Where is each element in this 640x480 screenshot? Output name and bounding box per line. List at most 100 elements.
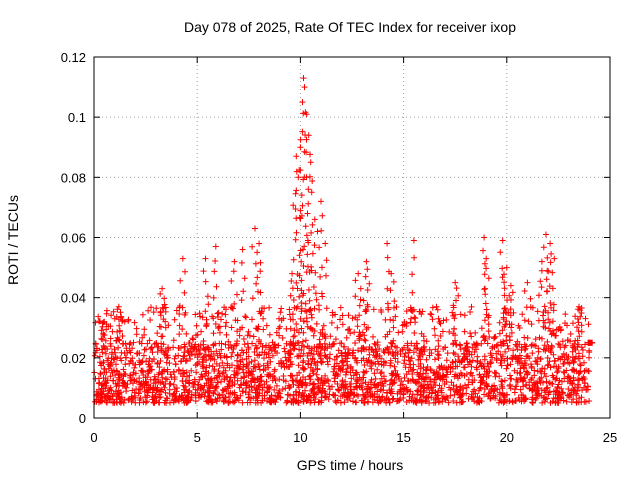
data-point <box>339 377 346 384</box>
data-point <box>161 399 168 406</box>
data-point <box>423 356 430 363</box>
data-point <box>517 375 524 382</box>
data-point <box>544 395 550 402</box>
data-point <box>143 394 150 401</box>
data-point <box>453 285 460 292</box>
data-point <box>213 283 220 290</box>
y-tick-label: 0.1 <box>68 110 86 125</box>
data-point <box>356 329 363 336</box>
data-point <box>244 332 251 339</box>
data-point <box>146 337 153 344</box>
data-point <box>304 251 311 258</box>
data-point <box>332 336 339 343</box>
data-point <box>431 325 438 332</box>
data-point <box>148 304 154 311</box>
data-point <box>385 306 392 313</box>
data-point <box>337 393 344 400</box>
data-point <box>115 344 122 351</box>
data-point <box>340 389 347 396</box>
data-point <box>127 340 134 347</box>
data-point <box>104 357 111 364</box>
data-point <box>392 367 399 374</box>
data-point <box>526 385 533 391</box>
data-point <box>318 227 325 234</box>
data-point <box>306 393 313 400</box>
data-point <box>163 395 170 401</box>
data-point <box>581 359 587 366</box>
data-point <box>463 344 470 351</box>
data-point <box>478 340 485 347</box>
data-point <box>559 378 565 385</box>
data-point <box>108 355 115 362</box>
data-point <box>342 371 349 378</box>
data-point <box>307 307 314 314</box>
data-point <box>103 398 110 405</box>
data-point <box>250 333 257 340</box>
data-point <box>273 329 280 336</box>
data-point <box>240 369 247 376</box>
data-point <box>435 352 442 359</box>
data-point <box>93 347 100 354</box>
data-point <box>470 394 477 401</box>
data-point <box>288 399 295 406</box>
data-point <box>303 149 310 156</box>
data-point <box>308 388 315 395</box>
data-point <box>378 386 385 393</box>
data-point <box>586 339 593 346</box>
data-point <box>440 393 447 400</box>
data-point <box>310 332 317 339</box>
data-point <box>493 355 500 362</box>
data-point <box>563 398 570 405</box>
data-point <box>337 304 344 311</box>
data-point <box>531 379 537 386</box>
data-point <box>110 377 116 384</box>
data-point <box>568 399 575 406</box>
data-point <box>182 309 189 316</box>
data-point <box>126 347 133 354</box>
data-point <box>292 190 299 197</box>
data-point <box>245 353 252 360</box>
data-point <box>413 340 420 347</box>
data-point <box>576 333 583 340</box>
data-point <box>477 384 484 391</box>
data-point <box>171 390 178 397</box>
data-point <box>199 391 205 398</box>
data-point <box>562 342 569 349</box>
data-point <box>574 324 580 331</box>
data-point <box>529 341 536 348</box>
data-point <box>404 342 411 349</box>
data-point <box>200 338 207 344</box>
data-point <box>112 380 119 387</box>
data-point <box>411 254 418 261</box>
data-point <box>485 321 492 328</box>
data-point <box>547 364 554 371</box>
data-point <box>516 341 523 348</box>
data-point <box>481 371 488 377</box>
data-point <box>180 353 187 360</box>
data-point <box>418 330 425 337</box>
data-point <box>96 318 102 325</box>
data-point <box>266 385 273 392</box>
data-point <box>303 398 310 404</box>
data-point <box>306 297 313 304</box>
data-point <box>95 391 102 398</box>
data-point <box>131 319 138 326</box>
data-point <box>305 286 312 293</box>
data-point <box>306 373 313 380</box>
data-point <box>474 353 481 360</box>
data-point <box>266 331 273 338</box>
data-point <box>190 345 197 352</box>
data-point <box>454 388 461 395</box>
data-point <box>418 383 425 390</box>
data-point <box>183 357 190 364</box>
data-point <box>144 340 151 347</box>
data-point <box>552 391 559 398</box>
data-point <box>216 373 223 380</box>
data-point <box>312 290 319 297</box>
data-point <box>307 364 314 371</box>
data-point-peak <box>212 243 219 250</box>
data-point <box>354 323 361 330</box>
data-point <box>390 380 397 387</box>
data-point-peak <box>300 75 307 82</box>
data-point <box>405 346 412 353</box>
